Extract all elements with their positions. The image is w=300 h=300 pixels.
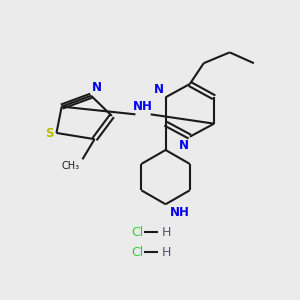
Text: N: N	[92, 81, 102, 94]
Text: N: N	[178, 139, 188, 152]
Text: NH: NH	[133, 100, 153, 113]
Text: H: H	[162, 226, 172, 238]
Text: NH: NH	[170, 206, 190, 219]
Text: Cl: Cl	[131, 246, 143, 259]
Text: H: H	[162, 246, 172, 259]
Text: S: S	[46, 127, 54, 140]
Text: Cl: Cl	[131, 226, 143, 238]
Text: CH₃: CH₃	[61, 161, 80, 171]
Text: N: N	[154, 83, 164, 96]
